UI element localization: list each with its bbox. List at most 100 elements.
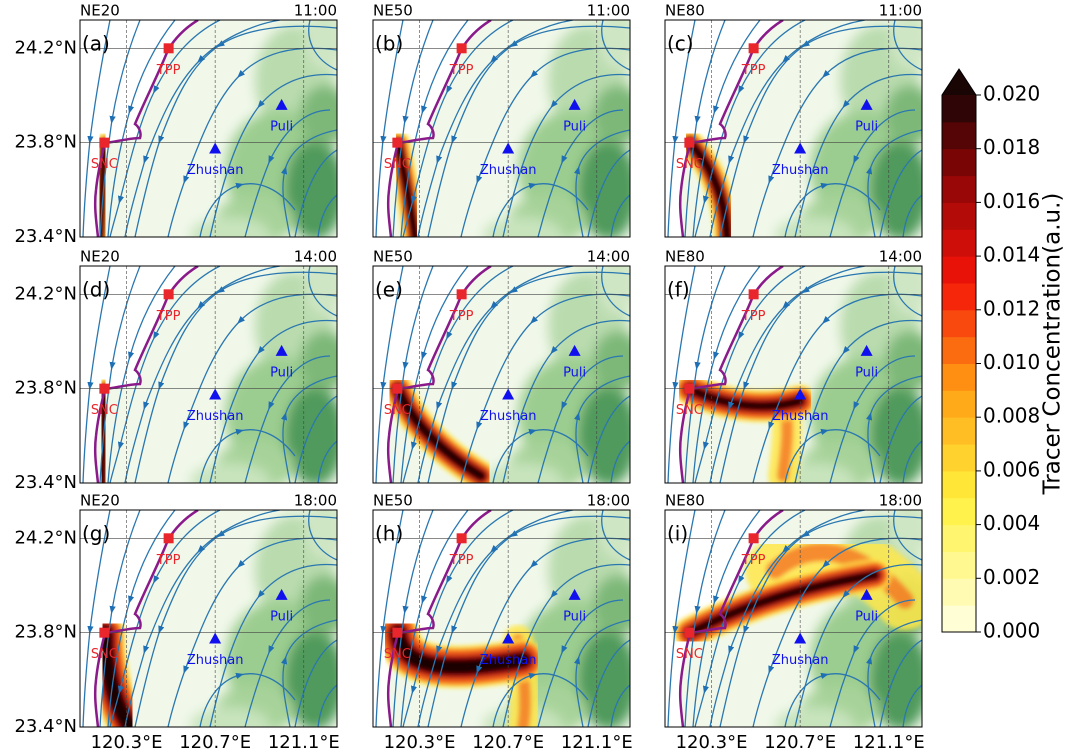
- site-marker: [860, 98, 873, 110]
- panel-case: NE20: [80, 248, 120, 266]
- sea: [80, 20, 198, 237]
- colorbar-tick-label: 0.010: [983, 350, 1040, 374]
- map-panel: TPP SNC Puli Zhushan (d) NE20 14:00 24.2°N 23.8°…: [14, 248, 338, 493]
- sea: [665, 510, 783, 727]
- y-tick-label: 24.2°N: [14, 37, 77, 58]
- site-marker: [568, 98, 581, 110]
- panel-time: 11:00: [294, 2, 337, 20]
- panel-label: (g): [82, 522, 110, 546]
- site-marker: [392, 383, 403, 394]
- site-marker: [392, 627, 403, 638]
- site-label: Puli: [563, 365, 586, 380]
- panel-case: NE20: [80, 2, 120, 20]
- site-label: TPP: [156, 63, 181, 78]
- site-marker: [99, 137, 110, 148]
- site-label: SNC: [384, 157, 411, 172]
- terrain: [483, 510, 630, 727]
- site-label: TPP: [156, 309, 181, 324]
- site-label: Zhushan: [187, 653, 244, 668]
- site-marker: [502, 142, 515, 154]
- site-marker: [794, 388, 807, 400]
- x-tick-label: 120.7°E: [472, 732, 544, 752]
- streamlines: [375, 20, 630, 237]
- site-marker: [860, 588, 873, 600]
- panel-frame: [372, 19, 631, 238]
- site-marker: [748, 533, 759, 544]
- map-panel: TPP SNC Puli Zhushan (b) NE50 11:00: [372, 2, 631, 238]
- colorbar-tick-label: 0.004: [983, 511, 1040, 535]
- y-tick-label: 24.2°N: [14, 283, 77, 304]
- x-tick-label: 120.7°E: [764, 732, 836, 752]
- site-marker: [748, 43, 759, 54]
- panel-frame: [79, 19, 338, 238]
- site-label: TPP: [741, 309, 766, 324]
- map-panel: TPP SNC Puli Zhushan (i) NE80 18:00 120.3°E 120.…: [664, 492, 925, 753]
- panel-time: 14:00: [294, 248, 337, 266]
- map-content: TPP SNC Puli Zhushan: [665, 510, 922, 727]
- site-marker: [860, 344, 873, 356]
- site-label: TPP: [449, 63, 474, 78]
- panel-frame: [664, 19, 923, 238]
- site-label: SNC: [384, 647, 411, 662]
- panel-label: (i): [667, 522, 688, 546]
- site-label: Zhushan: [480, 163, 537, 178]
- site-label: Zhushan: [772, 653, 829, 668]
- panel-case: NE50: [373, 492, 413, 510]
- panel-label: (b): [375, 32, 403, 56]
- site-marker: [275, 588, 288, 600]
- terrain: [190, 20, 337, 237]
- site-marker: [163, 533, 174, 544]
- map-panel: TPP SNC Puli Zhushan (g) NE20 18:00 24.2°N 23.8°…: [14, 492, 339, 754]
- site-marker: [502, 388, 515, 400]
- site-label: SNC: [91, 157, 118, 172]
- site-marker: [99, 627, 110, 638]
- site-label: TPP: [449, 553, 474, 568]
- panel-time: 18:00: [879, 492, 922, 510]
- map-content: TPP SNC Puli Zhushan: [373, 266, 630, 483]
- colorbar-tick-label: 0.018: [983, 135, 1040, 159]
- x-tick-label: 121.1°E: [561, 732, 633, 752]
- site-marker: [209, 142, 222, 154]
- site-label: SNC: [384, 403, 411, 418]
- panel-label: (d): [82, 278, 110, 302]
- sea: [665, 266, 783, 483]
- site-marker: [794, 632, 807, 644]
- panel-frame: [664, 509, 923, 728]
- panel-case: NE80: [665, 248, 705, 266]
- site-label: Puli: [855, 119, 878, 134]
- y-tick-label: 24.2°N: [14, 527, 77, 548]
- site-label: SNC: [91, 403, 118, 418]
- site-marker: [456, 43, 467, 54]
- panel-case: NE50: [373, 2, 413, 20]
- map-content: TPP SNC Puli Zhushan: [80, 20, 337, 237]
- panel-case: NE20: [80, 492, 120, 510]
- panel-label: (e): [375, 278, 403, 302]
- y-tick-label: 23.8°N: [14, 378, 77, 399]
- colorbar-tick-label: 0.002: [983, 565, 1040, 589]
- terrain: [190, 266, 337, 483]
- site-label: TPP: [449, 309, 474, 324]
- map-content: TPP SNC Puli Zhushan: [665, 20, 922, 237]
- site-label: Puli: [563, 119, 586, 134]
- site-marker: [684, 627, 695, 638]
- site-marker: [209, 632, 222, 644]
- panel-case: NE50: [373, 248, 413, 266]
- panel-frame: [664, 265, 923, 484]
- panel-label: (f): [667, 278, 690, 302]
- colorbar-label: Tracer Concentration(a.u.): [1040, 193, 1066, 496]
- site-marker: [568, 344, 581, 356]
- site-label: Puli: [563, 609, 586, 624]
- panel-time: 18:00: [587, 492, 630, 510]
- site-label: Zhushan: [187, 163, 244, 178]
- site-marker: [568, 588, 581, 600]
- panel-time: 11:00: [587, 2, 630, 20]
- site-label: SNC: [676, 403, 703, 418]
- colorbar-frame: [941, 68, 977, 633]
- map-panel: TPP SNC Puli Zhushan (c) NE80 11:00: [664, 2, 923, 238]
- map-content: TPP SNC Puli Zhushan: [80, 266, 337, 483]
- site-label: SNC: [91, 647, 118, 662]
- y-tick-label: 23.8°N: [14, 622, 77, 643]
- colorbar: 0.000 0.002 0.004 0.006 0.008 0.010 0.012 0.014…: [941, 68, 1066, 643]
- site-marker: [748, 289, 759, 300]
